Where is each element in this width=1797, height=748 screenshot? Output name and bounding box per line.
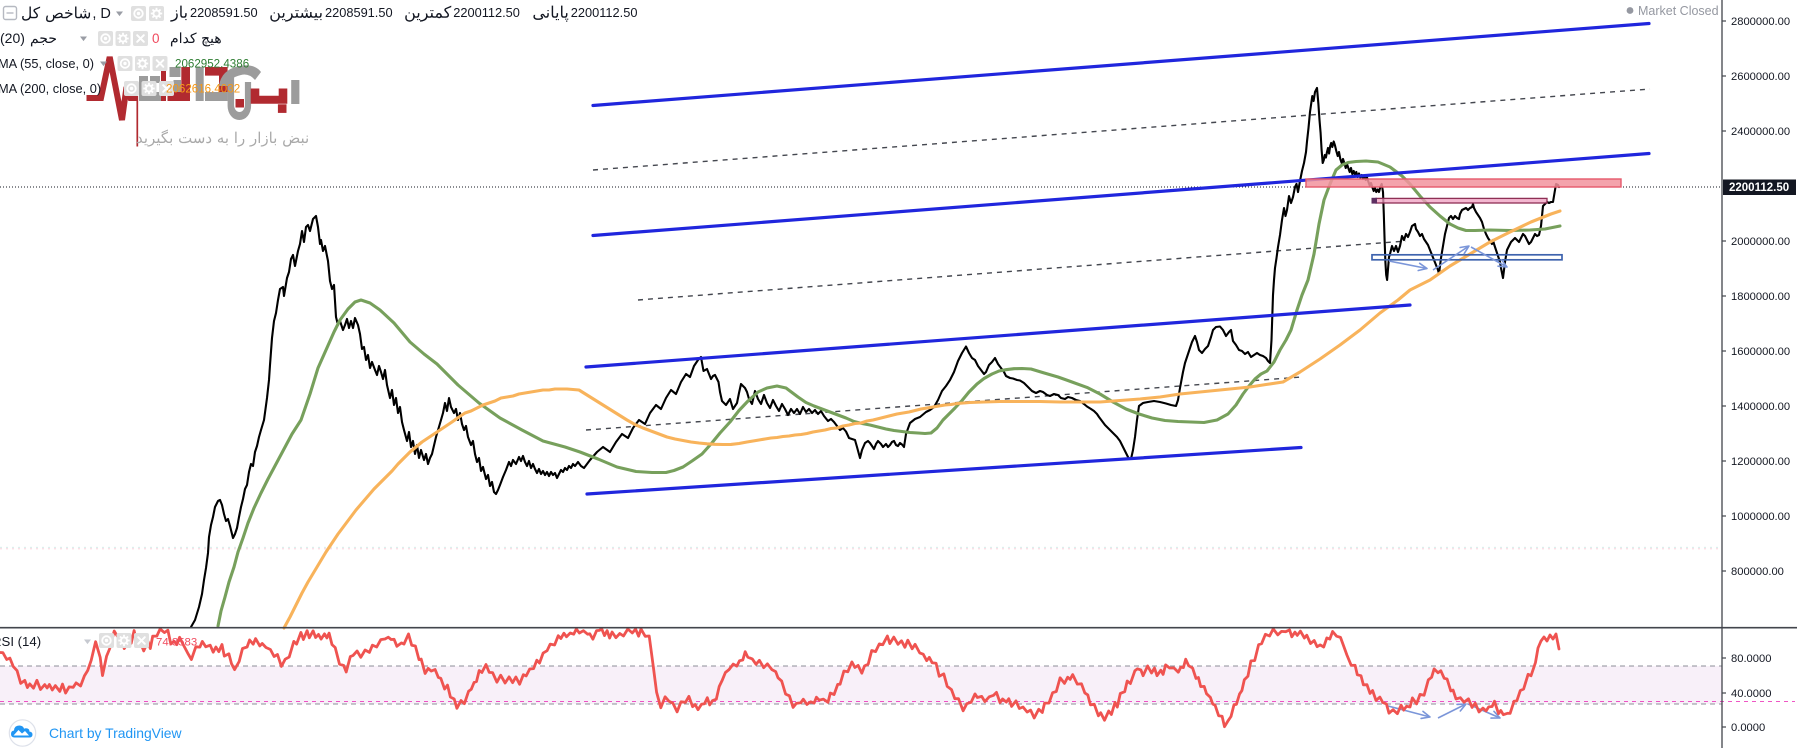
svg-text:1000000.00: 1000000.00 xyxy=(1731,511,1790,523)
svg-text:2400000.00: 2400000.00 xyxy=(1731,126,1790,138)
svg-text:0.0000: 0.0000 xyxy=(1731,722,1765,734)
svg-text:Chart by TradingView: Chart by TradingView xyxy=(49,725,183,741)
svg-text:2200112.50: 2200112.50 xyxy=(1729,182,1789,194)
svg-text:1200000.00: 1200000.00 xyxy=(1731,456,1790,468)
svg-text:2200112.50: 2200112.50 xyxy=(453,5,520,20)
svg-text:74.8583: 74.8583 xyxy=(156,637,197,649)
svg-text:2208591.50: 2208591.50 xyxy=(190,5,258,20)
svg-text:1400000.00: 1400000.00 xyxy=(1731,401,1790,413)
svg-text:2062616.4032: 2062616.4032 xyxy=(166,83,240,96)
svg-text:80.0000: 80.0000 xyxy=(1731,653,1771,665)
svg-text:1600000.00: 1600000.00 xyxy=(1731,346,1790,358)
svg-text:2600000.00: 2600000.00 xyxy=(1731,71,1790,83)
svg-text:2800000.00: 2800000.00 xyxy=(1731,16,1790,28)
svg-text:0: 0 xyxy=(152,31,160,46)
svg-text:2000000.00: 2000000.00 xyxy=(1731,236,1790,248)
svg-text:2208591.50: 2208591.50 xyxy=(325,5,393,20)
svg-text:Market Closed: Market Closed xyxy=(1638,4,1719,18)
svg-text:MA (55, close, 0): MA (55, close, 0) xyxy=(0,56,94,71)
svg-text:800000.00: 800000.00 xyxy=(1731,566,1784,578)
svg-text:40.0000: 40.0000 xyxy=(1731,688,1771,700)
svg-text:(20): (20) xyxy=(0,30,25,46)
svg-text:2200112.50: 2200112.50 xyxy=(571,5,638,20)
svg-text:2062952.4386: 2062952.4386 xyxy=(175,58,249,71)
svg-text:, D: , D xyxy=(92,6,111,22)
svg-text:RSI (14): RSI (14) xyxy=(0,634,41,649)
svg-text:1800000.00: 1800000.00 xyxy=(1731,291,1790,303)
svg-text:MA (200, close, 0): MA (200, close, 0) xyxy=(0,81,101,96)
